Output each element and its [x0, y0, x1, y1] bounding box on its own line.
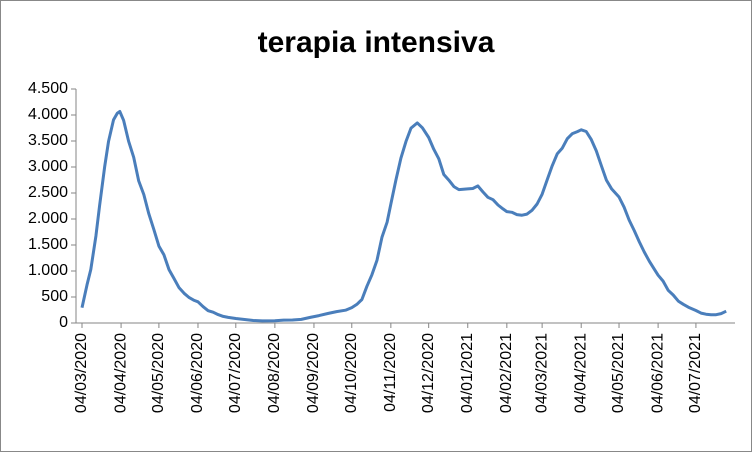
x-tick-label: 04/02/2021	[498, 333, 515, 413]
x-tick-label: 04/11/2020	[382, 333, 399, 412]
x-tick-label: 04/04/2021	[572, 333, 589, 413]
x-tick-label: 04/06/2021	[649, 333, 666, 413]
y-tick-label: 2.500	[28, 184, 68, 201]
x-tick-label: 04/12/2020	[420, 333, 437, 413]
y-tick-label: 1.500	[28, 236, 68, 253]
x-tick-label: 04/01/2021	[459, 333, 476, 413]
x-tick-label: 04/04/2020	[112, 333, 129, 413]
x-tick-label: 04/06/2020	[189, 333, 206, 413]
x-tick-label: 04/03/2020	[73, 333, 90, 413]
x-tick-label: 04/07/2021	[687, 333, 704, 413]
y-tick-label: 500	[41, 288, 68, 305]
y-tick-label: 4.000	[28, 106, 68, 123]
x-tick-label: 04/03/2021	[533, 333, 550, 413]
y-tick-label: 1.000	[28, 262, 68, 279]
x-tick-label: 04/05/2020	[150, 333, 167, 413]
x-tick-label: 04/10/2020	[343, 333, 360, 413]
x-tick-label: 04/07/2020	[227, 333, 244, 413]
y-tick-label: 2.000	[28, 210, 68, 227]
x-tick-label: 04/09/2020	[305, 333, 322, 413]
y-tick-label: 3.500	[28, 132, 68, 149]
data-line	[80, 110, 727, 323]
y-tick-label: 0	[59, 314, 68, 331]
x-tick-label: 04/05/2021	[610, 333, 627, 413]
y-tick-label: 3.000	[28, 158, 68, 175]
x-tick-label: 04/08/2020	[266, 333, 283, 413]
chart-title: terapia intensiva	[258, 26, 495, 59]
y-tick-label: 4.500	[28, 80, 68, 97]
